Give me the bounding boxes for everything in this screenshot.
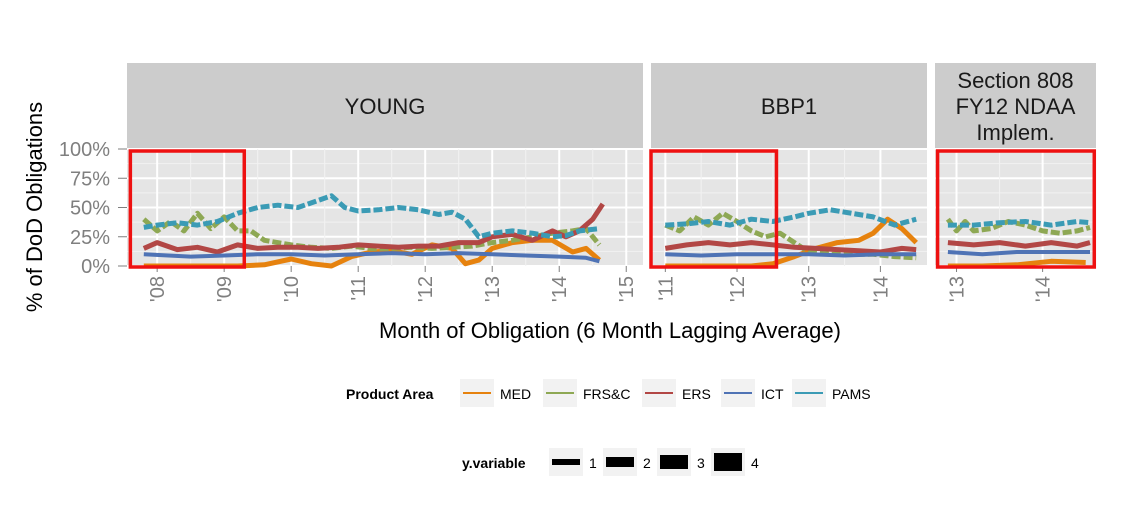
legend-label: FRS&C (583, 386, 630, 402)
facet-strip (935, 63, 1096, 149)
legend-label: PAMS (832, 386, 871, 402)
x-axis-title: Month of Obligation (6 Month Lagging Ave… (379, 318, 841, 343)
series-line-ict (947, 250, 1090, 257)
x-tick-label: '13 (482, 276, 504, 302)
facet-strip-title-line: YOUNG (345, 94, 426, 119)
facet-strip (651, 63, 927, 149)
legend-label: ERS (682, 386, 711, 402)
x-tick-label: '14 (1033, 276, 1055, 302)
x-tick-label: '12 (727, 276, 749, 302)
legend: Product Area MED FRS&C ERS ICT PAMS y.variable… (346, 379, 871, 476)
series-line-pams (143, 193, 600, 240)
size-legend-swatch (660, 455, 688, 469)
x-tick-label: '13 (799, 276, 821, 302)
y-tick-label: 75% (70, 168, 110, 190)
highlight-box (128, 149, 247, 269)
x-tick-label: '11 (348, 276, 370, 301)
size-legend-label: 2 (643, 455, 651, 471)
series-line-ict (665, 252, 917, 258)
facet-panel: BBP1 '11 '12 '13 '14 (649, 63, 927, 302)
legend-label: ICT (761, 386, 784, 402)
facet-panel: YOUNG '08 '09 '10 '11 '12 '13 '14 '15 (127, 63, 643, 302)
x-tick-label: '09 (214, 276, 236, 302)
size-legend-swatch (606, 457, 634, 467)
x-tick-label: '13 (947, 276, 969, 302)
series-line-ict (143, 251, 600, 264)
facet-strip-title: BBP1 (761, 94, 817, 119)
highlight-box (935, 149, 1097, 269)
facet-strip-title-line: Implem. (976, 120, 1054, 145)
series-line-ers (142, 202, 605, 255)
facet-panel: Section 808 FY12 NDAA Implem. '13 '14 (935, 63, 1097, 302)
x-tick-label: '14 (870, 276, 892, 302)
y-tick-label: 0% (81, 256, 110, 278)
size-legend-label: 4 (751, 455, 759, 471)
facet-strip-title-line: Section 808 (957, 68, 1073, 93)
facet-strip-title: YOUNG (345, 94, 426, 119)
series-line-pams (665, 207, 917, 228)
size-legend-swatch (552, 459, 580, 465)
size-legend-label: 1 (589, 455, 597, 471)
series-line-ers (947, 240, 1091, 249)
x-tick-label: '10 (281, 276, 303, 302)
x-tick-label: '08 (147, 276, 169, 302)
x-tick-label: '15 (616, 276, 638, 302)
legend-title: Product Area (346, 386, 434, 402)
highlight-box (649, 149, 779, 269)
facet-strip-title-line: FY12 NDAA (956, 94, 1076, 119)
x-tick-label: '14 (549, 276, 571, 302)
size-legend-title: y.variable (462, 455, 526, 471)
series-line-pams (947, 219, 1091, 228)
facet-panels: 0% 25% 50% 75% 100% YOUNG '08 '09 '10 '11 '12 '13 '1… (59, 63, 1097, 302)
x-tick-label: '12 (415, 276, 437, 302)
y-tick-label: 100% (59, 139, 110, 161)
y-tick-label: 25% (70, 227, 110, 249)
legend-label: MED (500, 386, 531, 402)
facet-strip-title: Section 808 FY12 NDAA Implem. (956, 68, 1076, 145)
size-legend-swatch (714, 453, 742, 471)
facet-strip (127, 63, 643, 149)
x-tick-label: '11 (655, 276, 677, 301)
y-axis-title: % of DoD Obligations (22, 102, 47, 312)
size-legend-label: 3 (697, 455, 705, 471)
y-tick-label: 50% (70, 198, 110, 220)
series-line-ers (664, 240, 917, 255)
facet-strip-title-line: BBP1 (761, 94, 817, 119)
